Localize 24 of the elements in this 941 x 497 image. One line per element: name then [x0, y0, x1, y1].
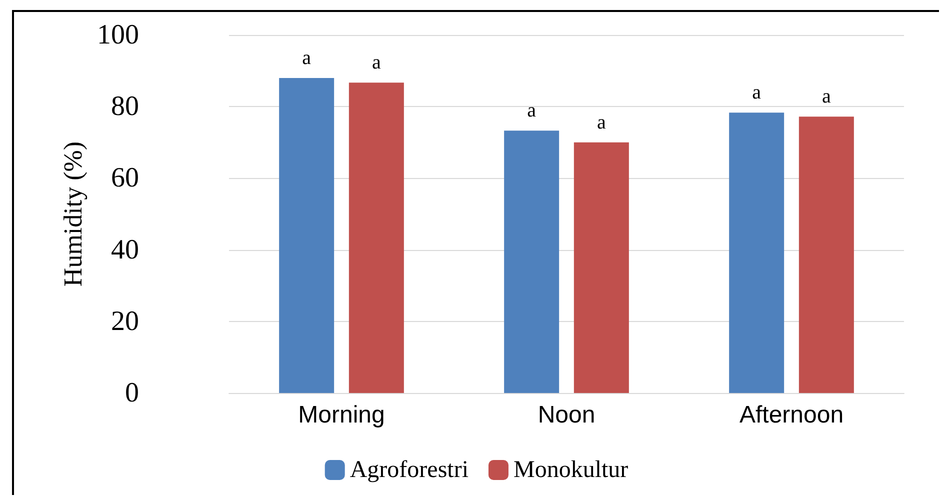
bar: [279, 78, 334, 393]
y-tick-label: 60: [111, 162, 139, 194]
legend-label: Monokultur: [513, 457, 628, 483]
y-tick-label: 80: [111, 91, 139, 122]
data-label: a: [596, 111, 606, 134]
data-label: a: [302, 46, 312, 69]
legend-label: Agroforestri: [350, 457, 469, 483]
bar: [798, 116, 854, 393]
y-tick-label: 40: [111, 234, 139, 266]
x-tick-label: Noon: [538, 402, 596, 428]
y-tick-label: 20: [111, 306, 139, 337]
x-tick-label: Afternoon: [739, 402, 844, 428]
y-tick-label: 100: [97, 20, 139, 50]
data-label: a: [752, 82, 762, 104]
bar: [348, 82, 404, 393]
data-label: a: [822, 86, 831, 108]
y-axis-title: Humidity (%): [58, 141, 88, 287]
bar: [729, 112, 784, 393]
data-label: a: [372, 52, 381, 74]
bar: [574, 142, 629, 393]
y-tick-label: 0: [125, 378, 139, 408]
data-label: a: [527, 100, 536, 122]
x-tick-label: Morning: [298, 402, 385, 428]
bar: [504, 130, 560, 393]
